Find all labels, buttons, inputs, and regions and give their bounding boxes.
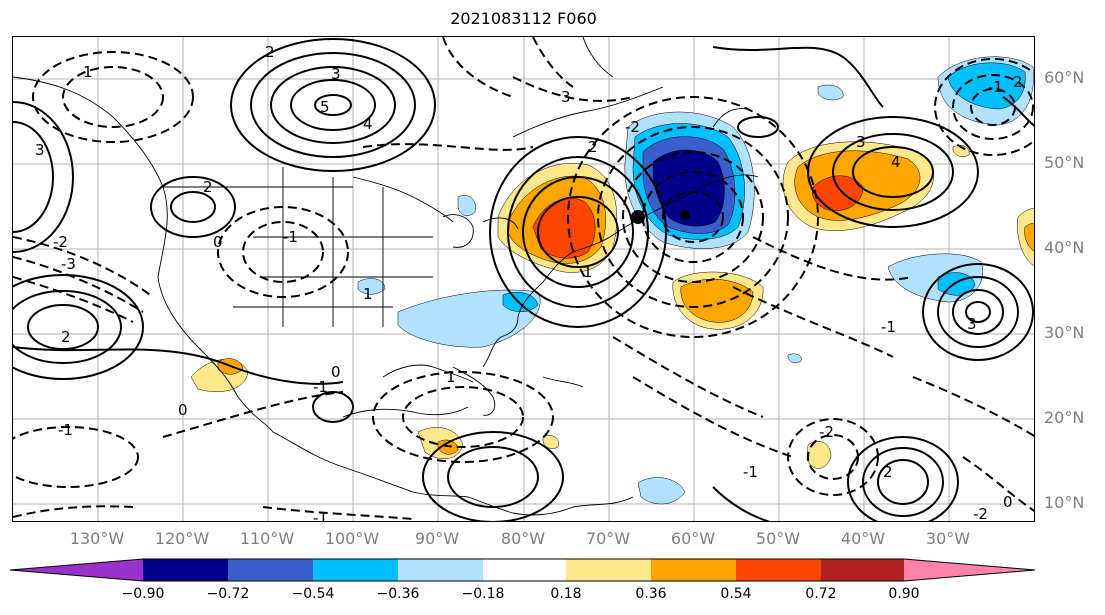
contour-label: 3 xyxy=(856,133,866,151)
colorbar-cell xyxy=(313,559,398,581)
colorbar-tick-label: 0.36 xyxy=(635,586,667,602)
lon-label-110w: 110°W xyxy=(239,529,295,548)
lon-label-70w: 70°W xyxy=(585,529,631,548)
colorbar-tick-label: −0.72 xyxy=(206,586,250,602)
lon-label-40w: 40°W xyxy=(840,529,886,548)
contour-label: 2 xyxy=(61,328,71,346)
colorbar-cell xyxy=(398,559,483,581)
lat-label-60n: 60°N xyxy=(1044,68,1085,87)
lon-label-90w: 90°W xyxy=(414,529,460,548)
contour-label: -1 xyxy=(313,509,328,522)
contour-high-north xyxy=(290,79,376,131)
contour-label: 4 xyxy=(891,153,901,171)
contour-label: 0 xyxy=(213,233,223,251)
contour-label: -3 xyxy=(61,255,76,273)
contour-label: -2 xyxy=(53,233,68,251)
dashed-contours xyxy=(13,37,1034,520)
shaded-fields xyxy=(190,56,1034,505)
contour-label: 4 xyxy=(363,115,373,133)
colorbar xyxy=(10,558,1036,582)
contour-label: -1 xyxy=(881,318,896,336)
colorbar-cells xyxy=(10,558,1036,582)
solid-contours xyxy=(13,38,1034,521)
contour-label: 5 xyxy=(320,98,330,116)
contour-label: -1 xyxy=(283,228,298,246)
contour-label: 1 xyxy=(83,63,93,81)
contour-label: 3 xyxy=(967,315,977,333)
contour-label: 3 xyxy=(35,141,45,159)
map-panel: 2 3 4 5 1 2 0 -1 -2 -3 1 -1 0 2 3 1 -2 1… xyxy=(12,36,1035,522)
colorbar-cell xyxy=(143,559,228,581)
lon-label-100w: 100°W xyxy=(324,529,380,548)
colorbar-tick-label: −0.90 xyxy=(121,586,165,602)
coastlines xyxy=(13,37,759,516)
contour-label: 1 xyxy=(583,263,593,281)
colorbar-tick-label: 0.18 xyxy=(550,586,582,602)
contour-label: -1 xyxy=(743,463,758,481)
contour-label: 1 xyxy=(446,368,456,386)
contour-label: 2 xyxy=(203,178,213,196)
contour-label: 0 xyxy=(1003,493,1013,511)
contour-high-east xyxy=(952,289,1004,335)
contour-label: -2 xyxy=(973,505,988,522)
colorbar-cell xyxy=(566,559,651,581)
lat-label-50n: 50°N xyxy=(1044,153,1085,172)
lon-label-30w: 30°W xyxy=(925,529,971,548)
contour-low-newfoundland xyxy=(662,191,724,243)
colorbar-cell xyxy=(228,559,313,581)
map-title: 2021083112 F060 xyxy=(450,9,597,28)
lon-label-130w: 130°W xyxy=(69,529,125,548)
colorbar-cell xyxy=(821,559,904,581)
lon-label-50w: 50°W xyxy=(755,529,801,548)
contour-label: -1 xyxy=(58,421,73,439)
lat-label-20n: 20°N xyxy=(1044,408,1085,427)
colorbar-tick-label: 0.72 xyxy=(805,586,837,602)
contour-high-south xyxy=(877,459,929,505)
contour-label: -1 xyxy=(988,78,1003,96)
colorbar-extend-max xyxy=(904,559,1035,581)
contour-label: -2 xyxy=(625,118,640,136)
lon-label-120w: 120°W xyxy=(154,529,210,548)
lon-label-60w: 60°W xyxy=(670,529,716,548)
colorbar-tick-label: −0.18 xyxy=(461,586,505,602)
colorbar-tick-label: −0.54 xyxy=(291,586,335,602)
contour-label: 1 xyxy=(363,285,373,303)
colorbar-tick-label: 0.90 xyxy=(888,586,920,602)
contour-label: 0 xyxy=(331,363,341,381)
contour-labels: 2 3 4 5 1 2 0 -1 -2 -3 1 -1 0 2 3 1 -2 1… xyxy=(35,43,1023,522)
colorbar-cell xyxy=(736,559,821,581)
contour-label: 3 xyxy=(331,65,341,83)
colorbar-outline xyxy=(10,558,1036,582)
colorbar-extend-min xyxy=(10,559,143,581)
colorbar-tick-label: −0.36 xyxy=(376,586,420,602)
contour-label: 2 xyxy=(1013,73,1023,91)
contour-label: -1 xyxy=(313,378,328,396)
contour-label: 2 xyxy=(883,463,893,481)
lat-label-10n: 10°N xyxy=(1044,493,1085,512)
lat-label-30n: 30°N xyxy=(1044,323,1085,342)
colorbar-tick-label: 0.54 xyxy=(720,586,752,602)
contour-label: 0 xyxy=(178,401,188,419)
colorbar-cell xyxy=(483,559,566,581)
colorbar-cell xyxy=(651,559,736,581)
map-canvas: 2 3 4 5 1 2 0 -1 -2 -3 1 -1 0 2 3 1 -2 1… xyxy=(13,37,1034,522)
cyclone-center-marker xyxy=(631,210,645,224)
contour-label: 2 xyxy=(265,43,275,61)
contour-label: 2 xyxy=(588,138,598,156)
contour-label: 3 xyxy=(561,88,571,106)
lat-label-40n: 40°N xyxy=(1044,238,1085,257)
lon-label-80w: 80°W xyxy=(500,529,546,548)
contour-label: -2 xyxy=(819,423,834,441)
